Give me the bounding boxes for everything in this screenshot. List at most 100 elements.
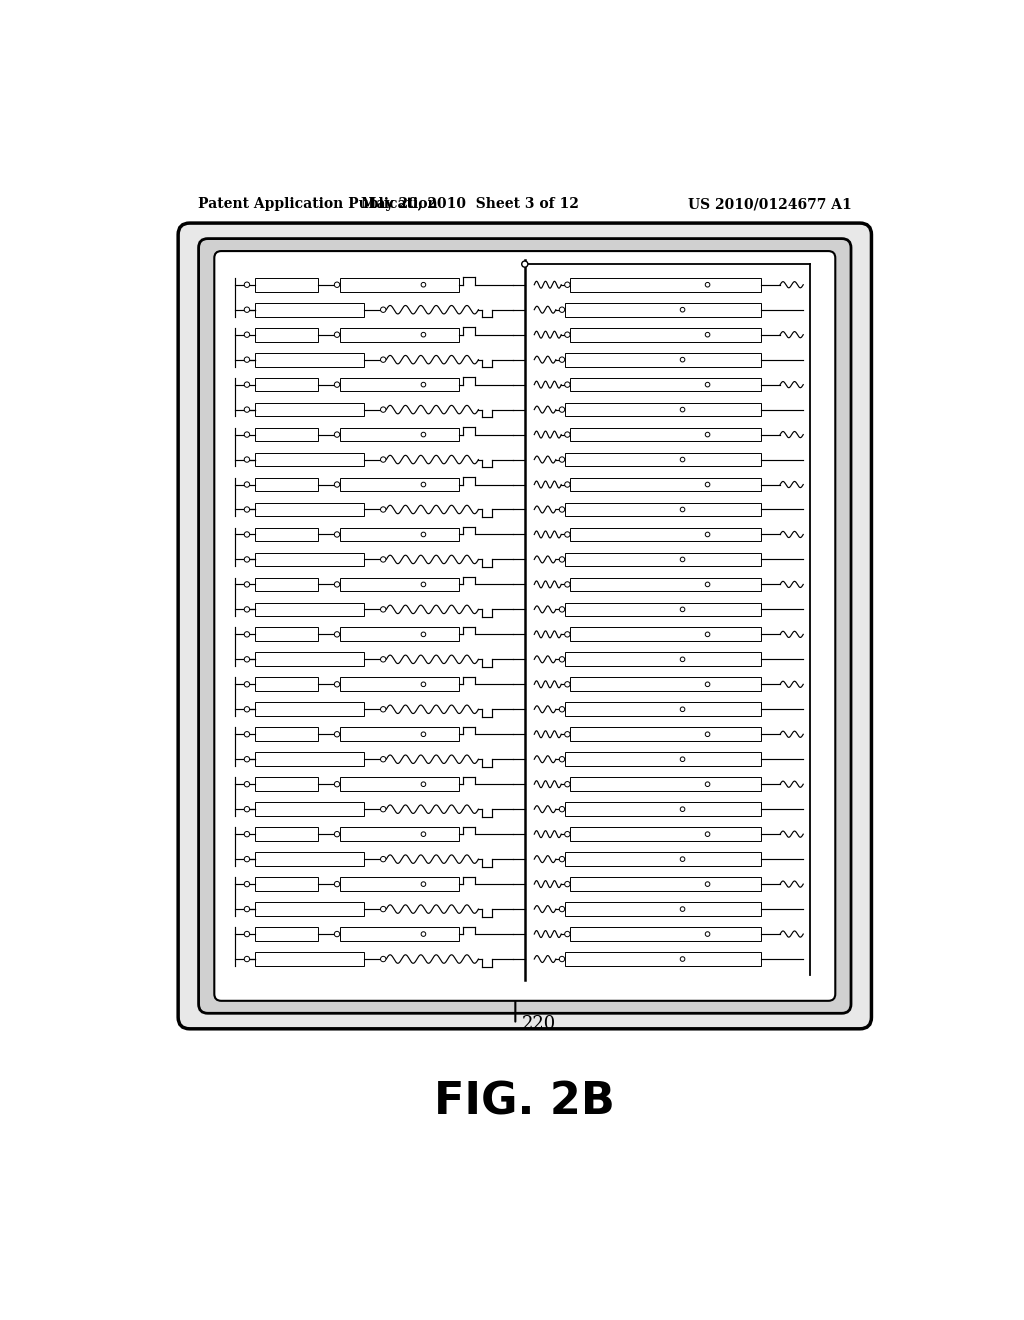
Circle shape: [381, 356, 386, 363]
Circle shape: [245, 381, 250, 387]
Text: Patent Application Publication: Patent Application Publication: [198, 197, 437, 211]
Circle shape: [381, 807, 386, 812]
FancyBboxPatch shape: [214, 251, 836, 1001]
Circle shape: [706, 781, 710, 787]
Bar: [255, 403, 364, 417]
Circle shape: [421, 333, 426, 337]
Circle shape: [245, 557, 250, 562]
FancyBboxPatch shape: [178, 223, 871, 1028]
Circle shape: [706, 632, 710, 636]
Bar: [340, 327, 459, 342]
Circle shape: [564, 282, 570, 288]
Circle shape: [680, 708, 685, 711]
Bar: [570, 627, 761, 642]
Circle shape: [381, 907, 386, 912]
Bar: [570, 927, 761, 941]
Circle shape: [706, 882, 710, 887]
Circle shape: [706, 832, 710, 837]
Bar: [340, 727, 459, 741]
Circle shape: [421, 582, 426, 586]
Bar: [570, 578, 761, 591]
Circle shape: [334, 932, 340, 937]
Circle shape: [245, 632, 250, 638]
Bar: [565, 853, 761, 866]
Circle shape: [564, 532, 570, 537]
Circle shape: [706, 682, 710, 686]
Circle shape: [245, 706, 250, 711]
Circle shape: [334, 381, 340, 387]
Circle shape: [564, 882, 570, 887]
Bar: [570, 727, 761, 741]
Circle shape: [334, 532, 340, 537]
Bar: [255, 878, 317, 891]
Circle shape: [706, 582, 710, 586]
Circle shape: [559, 507, 564, 512]
FancyBboxPatch shape: [199, 239, 851, 1014]
Circle shape: [564, 331, 570, 338]
Bar: [255, 503, 364, 516]
Circle shape: [334, 731, 340, 737]
Circle shape: [334, 331, 340, 338]
Bar: [570, 777, 761, 791]
Circle shape: [421, 383, 426, 387]
Bar: [255, 652, 364, 667]
Circle shape: [421, 733, 426, 737]
Circle shape: [245, 956, 250, 962]
Bar: [340, 428, 459, 441]
Circle shape: [334, 681, 340, 686]
Bar: [565, 403, 761, 417]
Bar: [340, 277, 459, 292]
Circle shape: [706, 532, 710, 537]
Bar: [255, 853, 364, 866]
Circle shape: [421, 532, 426, 537]
Bar: [255, 752, 364, 766]
Circle shape: [559, 956, 564, 962]
Circle shape: [245, 907, 250, 912]
Bar: [255, 927, 317, 941]
Circle shape: [564, 932, 570, 937]
Bar: [565, 803, 761, 816]
Circle shape: [421, 482, 426, 487]
Circle shape: [245, 731, 250, 737]
Circle shape: [245, 282, 250, 288]
Text: 220: 220: [521, 1015, 556, 1034]
Bar: [255, 627, 317, 642]
Bar: [340, 378, 459, 392]
Circle shape: [559, 857, 564, 862]
Circle shape: [680, 507, 685, 512]
Circle shape: [680, 907, 685, 911]
Circle shape: [245, 432, 250, 437]
Circle shape: [421, 432, 426, 437]
Circle shape: [680, 957, 685, 961]
Circle shape: [245, 857, 250, 862]
Circle shape: [245, 407, 250, 412]
Circle shape: [421, 282, 426, 286]
Bar: [255, 677, 317, 692]
Circle shape: [564, 681, 570, 686]
Circle shape: [680, 607, 685, 611]
Circle shape: [381, 756, 386, 762]
Circle shape: [559, 407, 564, 412]
Circle shape: [559, 557, 564, 562]
Circle shape: [245, 756, 250, 762]
Circle shape: [564, 832, 570, 837]
Circle shape: [381, 407, 386, 412]
Circle shape: [706, 282, 710, 286]
Circle shape: [245, 532, 250, 537]
Bar: [570, 878, 761, 891]
Bar: [565, 902, 761, 916]
Bar: [255, 777, 317, 791]
Bar: [570, 677, 761, 692]
Circle shape: [381, 857, 386, 862]
Circle shape: [680, 408, 685, 412]
Circle shape: [421, 832, 426, 837]
Circle shape: [706, 333, 710, 337]
Circle shape: [680, 857, 685, 862]
Circle shape: [334, 582, 340, 587]
Circle shape: [680, 308, 685, 312]
Circle shape: [381, 457, 386, 462]
Bar: [255, 378, 317, 392]
Bar: [570, 327, 761, 342]
Circle shape: [564, 482, 570, 487]
Bar: [565, 302, 761, 317]
